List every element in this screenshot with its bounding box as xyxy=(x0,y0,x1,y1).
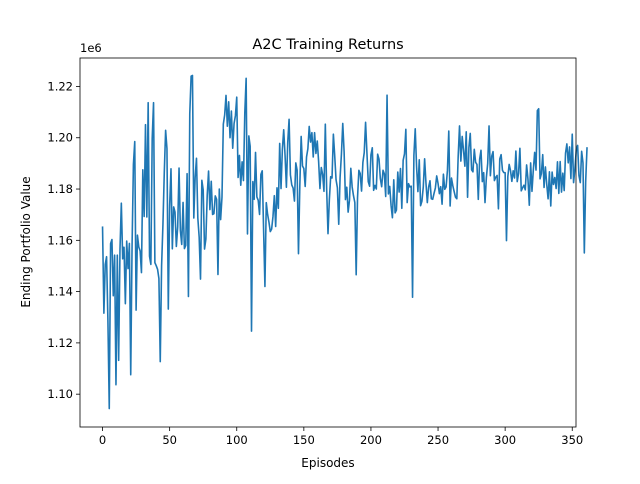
x-axis-label: Episodes xyxy=(301,456,354,470)
y-axis-label: Ending Portfolio Value xyxy=(19,176,33,307)
x-tick-label: 200 xyxy=(360,433,382,447)
y-tick-label: 1.10 xyxy=(47,387,73,401)
x-tick-label: 0 xyxy=(99,433,106,447)
plot-area: 0 50 100 150 200 250 300 350 1.10 1.12 1.14 1.16 1.1… xyxy=(47,57,588,447)
series-line xyxy=(101,74,588,410)
y-tick-label: 1.16 xyxy=(47,233,73,247)
y-tick-label: 1.22 xyxy=(47,79,73,93)
y-tick-label: 1.14 xyxy=(47,285,73,299)
x-tick-label: 250 xyxy=(427,433,449,447)
y-axis-offset-label: 1e6 xyxy=(80,41,102,55)
x-tick-label: 150 xyxy=(293,433,315,447)
chart-title: A2C Training Returns xyxy=(252,37,403,53)
x-tick-label: 300 xyxy=(494,433,516,447)
y-tick-label: 1.12 xyxy=(47,336,73,350)
y-tick-label: 1.18 xyxy=(47,182,73,196)
axes-frame xyxy=(79,57,577,428)
x-tick-label: 350 xyxy=(561,433,583,447)
y-tick-label: 1.20 xyxy=(47,131,73,145)
x-tick-label: 100 xyxy=(226,433,248,447)
x-tick-label: 50 xyxy=(162,433,177,447)
